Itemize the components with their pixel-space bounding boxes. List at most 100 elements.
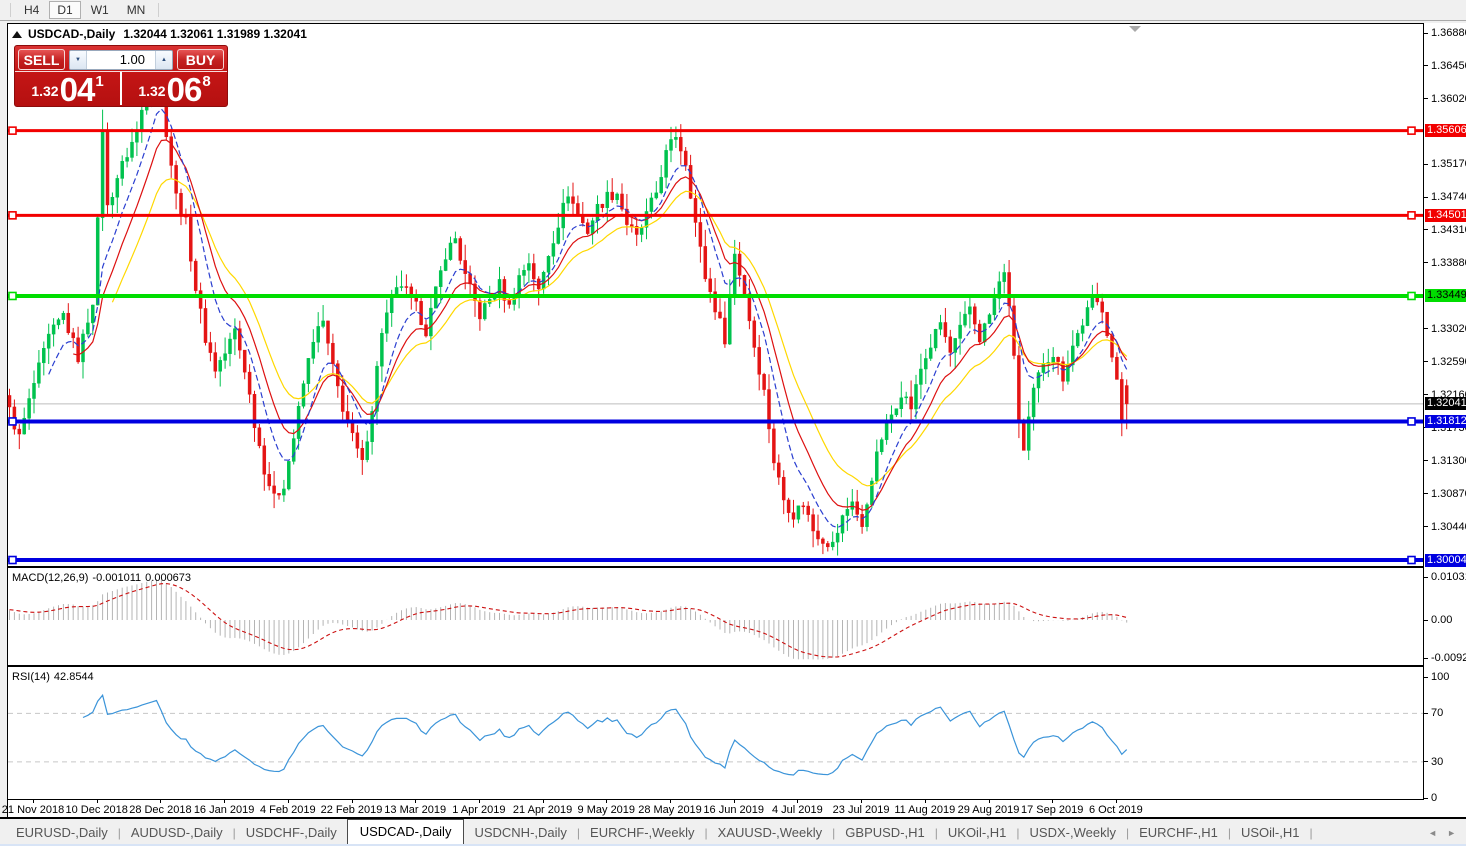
tab-separator: | [1125,826,1130,840]
price-tick: 0 [1424,792,1437,804]
date-label: 10 Dec 2018 [65,804,128,816]
price-tick: 1.33880 [1424,257,1466,269]
macd-indicator-panel[interactable] [8,569,1423,665]
buy-button[interactable]: BUY [177,49,224,70]
timeframe-button-W1[interactable]: W1 [83,1,117,19]
date-label: 23 Jul 2019 [832,804,890,816]
chart-tab-usdx-weekly[interactable]: USDX-,Weekly [1029,825,1116,840]
candles-layer[interactable] [7,46,1129,556]
support-line-2-handle[interactable] [1407,555,1416,565]
resistance-line-2-handle[interactable] [1407,211,1416,220]
tab-scroll-right-icon[interactable]: ► [1447,828,1456,838]
chart-tab-eurusd-daily[interactable]: EURUSD-,Daily [16,825,108,840]
macd-histogram [9,579,1128,660]
tab-separator: | [832,826,836,840]
tab-scroll-left-icon[interactable]: ◄ [1428,828,1438,838]
ma-medium-red[interactable] [73,139,1128,511]
macd-signal-line [9,583,1127,658]
chart-tab-usoil-h1[interactable]: USOil-,H1 [1240,825,1300,840]
date-tick [861,800,863,803]
support-line-2-price-badge: 1.30004 [1425,553,1466,567]
date-label: 11 Aug 2019 [894,804,956,816]
macd-rsi-separator[interactable] [7,665,1424,667]
rsi-label: RSI(14) 42.8544 [12,671,94,683]
resistance-line-1-handle[interactable] [8,126,17,135]
timeframe-toolbar: H4 D1 W1 MN [0,0,1466,21]
main-macd-separator[interactable] [7,566,1424,568]
main-price-chart[interactable] [7,24,1423,566]
date-label: 9 May 2019 [577,804,636,816]
date-label: 21 Apr 2019 [512,804,573,816]
date-label: 16 Jun 2019 [703,804,764,816]
volume-input[interactable] [87,50,155,69]
date-tick [733,800,735,803]
autoscroll-marker-icon[interactable] [1129,26,1141,32]
timeframe-button-MN[interactable]: MN [119,1,154,19]
price-tick: 1.36880 [1424,27,1466,39]
price-tick: 1.34740 [1424,191,1466,203]
buy-price-quote[interactable]: 1.32 06 8 [138,71,211,108]
date-label: 13 Mar 2019 [384,804,447,816]
chart-tab-eurchf-weekly[interactable]: EURCHF-,Weekly [590,825,695,840]
date-tick [670,800,671,803]
price-tick: 100 [1424,671,1449,683]
timeframe-button-H4[interactable]: H4 [16,1,47,19]
chevron-up-icon: ▲ [161,56,167,63]
rsi-bottom-border [7,799,1424,800]
date-label: 17 Sep 2019 [1020,804,1084,816]
date-tick [351,800,353,803]
rsi-indicator-panel[interactable] [8,667,1423,799]
chart-tab-eurchf-h1[interactable]: EURCHF-,H1 [1139,825,1218,840]
chart-tab-audusd-daily[interactable]: AUDUSD-,Daily [130,825,223,840]
support-line-2-handle[interactable] [8,555,17,565]
window-bottom-border [0,817,1466,818]
chart-ohlc-values: 1.32044 1.32061 1.31989 1.32041 [123,27,307,41]
date-label: 21 Nov 2018 [1,804,65,816]
pivot-line-green-price-badge: 1.33449 [1425,289,1466,303]
date-axis[interactable]: 21 Nov 2018 10 Dec 2018 28 Dec 2018 16 Jan … [2,800,1424,817]
tab-separator: | [576,826,581,840]
date-tick [797,800,799,803]
tab-separator: | [1016,826,1020,840]
date-tick [1115,800,1117,803]
chart-tab-usdcnh-daily[interactable]: USDCNH-,Daily [474,825,567,840]
pivot-line-green-handle[interactable] [8,291,17,301]
sell-price-quote[interactable]: 1.32 04 1 [31,71,104,108]
status-strip [0,844,1466,846]
current-price-badge: 1.32041 [1425,397,1466,411]
price-tick: 1.36020 [1424,93,1466,105]
toolbar-separator [158,3,160,17]
volume-decrease-button[interactable]: ▼ [70,50,87,69]
support-line-1-handle[interactable] [8,417,17,426]
date-tick [287,800,289,803]
date-tick [1052,800,1054,803]
resistance-line-1-price-badge: 1.35606 [1425,124,1466,138]
chart-tab-usdchf-daily[interactable]: USDCHF-,Daily [245,825,337,840]
date-label: 16 Jan 2019 [193,804,255,816]
volume-increase-button[interactable]: ▲ [155,50,172,69]
collapse-chart-icon[interactable] [12,30,22,38]
resistance-line-1-handle[interactable] [1407,126,1416,135]
date-tick [160,800,162,803]
toolbar-separator [10,3,11,17]
date-label: 22 Feb 2019 [320,804,383,816]
pivot-line-green-handle[interactable] [1407,291,1416,301]
chevron-down-icon: ▼ [75,56,81,63]
chart-tab-ukoil-h1[interactable]: UKOil-,H1 [947,825,1007,840]
timeframe-button-D1[interactable]: D1 [49,1,81,19]
support-line-1-handle[interactable] [1407,417,1416,426]
chart-tab-usdcad-daily[interactable]: USDCAD-,Daily [346,819,465,844]
resistance-line-2-handle[interactable] [8,211,17,220]
ma-fast-blue[interactable] [48,108,1128,529]
price-tick: 1.36450 [1424,60,1466,72]
sell-button[interactable]: SELL [18,49,65,70]
ma-slow-yellow[interactable] [111,178,1128,487]
price-axis[interactable]: 1.36880 1.36450 1.36020 1.35170 1.34740 1.343… [1424,23,1466,817]
chart-tab-gbpusd-h1[interactable]: GBPUSD-,H1 [845,825,925,840]
chart-title: USDCAD-,Daily 1.32044 1.32061 1.31989 1.… [12,27,307,41]
price-tick: -0.009203 [1424,652,1466,664]
date-tick [924,800,926,803]
chart-tab-xauusd-weekly[interactable]: XAUUSD-,Weekly [717,825,823,840]
